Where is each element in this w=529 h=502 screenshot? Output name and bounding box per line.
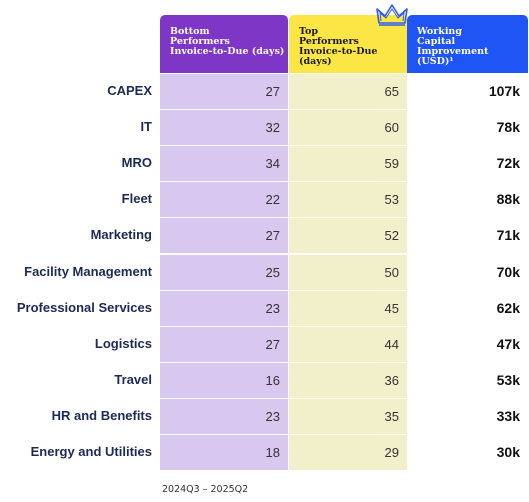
cell-top-performers: 52 bbox=[289, 218, 407, 253]
cell-top-performers: 45 bbox=[289, 291, 407, 326]
cell-bottom-performers: 27 bbox=[160, 327, 288, 362]
row-label: HR and Benefits bbox=[51, 408, 152, 423]
cell-bottom-performers: 25 bbox=[160, 255, 288, 290]
row-label: Marketing bbox=[90, 227, 152, 242]
header-working-capital: Working Capital Improvement (USD)¹ bbox=[407, 15, 528, 73]
row-label: Travel bbox=[114, 372, 152, 387]
cell-bottom-performers: 27 bbox=[160, 74, 288, 109]
cell-top-performers: 50 bbox=[289, 255, 407, 290]
row-label: CAPEX bbox=[107, 83, 152, 98]
cell-top-performers: 35 bbox=[289, 399, 407, 434]
cell-working-capital: 78k bbox=[407, 110, 528, 145]
row-label: Facility Management bbox=[24, 264, 152, 279]
row-label: Professional Services bbox=[16, 300, 152, 315]
header-wc-label: Working Capital Improvement (USD)¹ bbox=[417, 26, 489, 67]
row-label: Energy and Utilities bbox=[30, 444, 152, 459]
row-label: Logistics bbox=[94, 336, 152, 351]
cell-working-capital: 72k bbox=[407, 146, 528, 181]
cell-working-capital: 71k bbox=[407, 218, 528, 253]
cell-working-capital: 53k bbox=[407, 363, 528, 398]
cell-working-capital: 70k bbox=[407, 255, 528, 290]
cell-top-performers: 36 bbox=[289, 363, 407, 398]
row-label: MRO bbox=[121, 155, 152, 170]
cell-bottom-performers: 34 bbox=[160, 146, 288, 181]
row-label: IT bbox=[140, 119, 152, 134]
cell-working-capital: 88k bbox=[407, 182, 528, 217]
cell-working-capital: 33k bbox=[407, 399, 528, 434]
cell-bottom-performers: 23 bbox=[160, 291, 288, 326]
header-top-label: Top Performers Invoice-to-Due (days) bbox=[299, 26, 378, 67]
cell-working-capital: 107k bbox=[407, 74, 528, 109]
cell-top-performers: 53 bbox=[289, 182, 407, 217]
cell-bottom-performers: 23 bbox=[160, 399, 288, 434]
cell-top-performers: 29 bbox=[289, 435, 407, 470]
cell-bottom-performers: 22 bbox=[160, 182, 288, 217]
cell-working-capital: 62k bbox=[407, 291, 528, 326]
cell-bottom-performers: 18 bbox=[160, 435, 288, 470]
cell-working-capital: 47k bbox=[407, 327, 528, 362]
cell-bottom-performers: 27 bbox=[160, 218, 288, 253]
header-bottom-performers: Bottom Performers Invoice-to-Due (days) bbox=[160, 15, 288, 73]
cell-top-performers: 44 bbox=[289, 327, 407, 362]
cell-bottom-performers: 32 bbox=[160, 110, 288, 145]
cell-top-performers: 60 bbox=[289, 110, 407, 145]
cell-top-performers: 65 bbox=[289, 74, 407, 109]
row-label: Fleet bbox=[121, 191, 152, 206]
crown-icon bbox=[376, 4, 408, 26]
header-bottom-label: Bottom Performers Invoice-to-Due (days) bbox=[170, 26, 285, 57]
date-range-footnote: 2024Q3 – 2025Q2 bbox=[162, 484, 249, 495]
cell-top-performers: 59 bbox=[289, 146, 407, 181]
cell-bottom-performers: 16 bbox=[160, 363, 288, 398]
cell-working-capital: 30k bbox=[407, 435, 528, 470]
